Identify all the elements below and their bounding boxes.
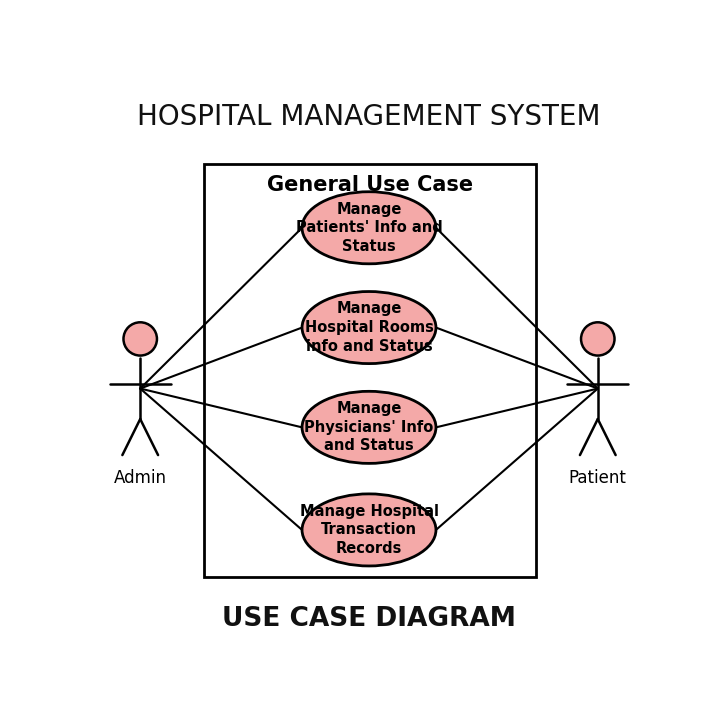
- Text: Manage
Patients' Info and
Status: Manage Patients' Info and Status: [296, 202, 442, 254]
- Ellipse shape: [302, 391, 436, 464]
- Ellipse shape: [124, 323, 157, 356]
- Text: Admin: Admin: [114, 469, 167, 487]
- Text: Manage
Hospital Rooms
info and Status: Manage Hospital Rooms info and Status: [305, 302, 433, 354]
- Text: HOSPITAL MANAGEMENT SYSTEM: HOSPITAL MANAGEMENT SYSTEM: [138, 103, 600, 131]
- Text: USE CASE DIAGRAM: USE CASE DIAGRAM: [222, 606, 516, 631]
- Ellipse shape: [302, 494, 436, 566]
- Text: Manage
Physicians' Info
and Status: Manage Physicians' Info and Status: [305, 401, 433, 454]
- Ellipse shape: [581, 323, 615, 356]
- Text: General Use Case: General Use Case: [267, 175, 474, 195]
- Text: Manage Hospital
Transaction
Records: Manage Hospital Transaction Records: [300, 504, 438, 556]
- Ellipse shape: [302, 192, 436, 264]
- Ellipse shape: [302, 292, 436, 364]
- Text: Patient: Patient: [569, 469, 626, 487]
- Bar: [204, 164, 536, 577]
